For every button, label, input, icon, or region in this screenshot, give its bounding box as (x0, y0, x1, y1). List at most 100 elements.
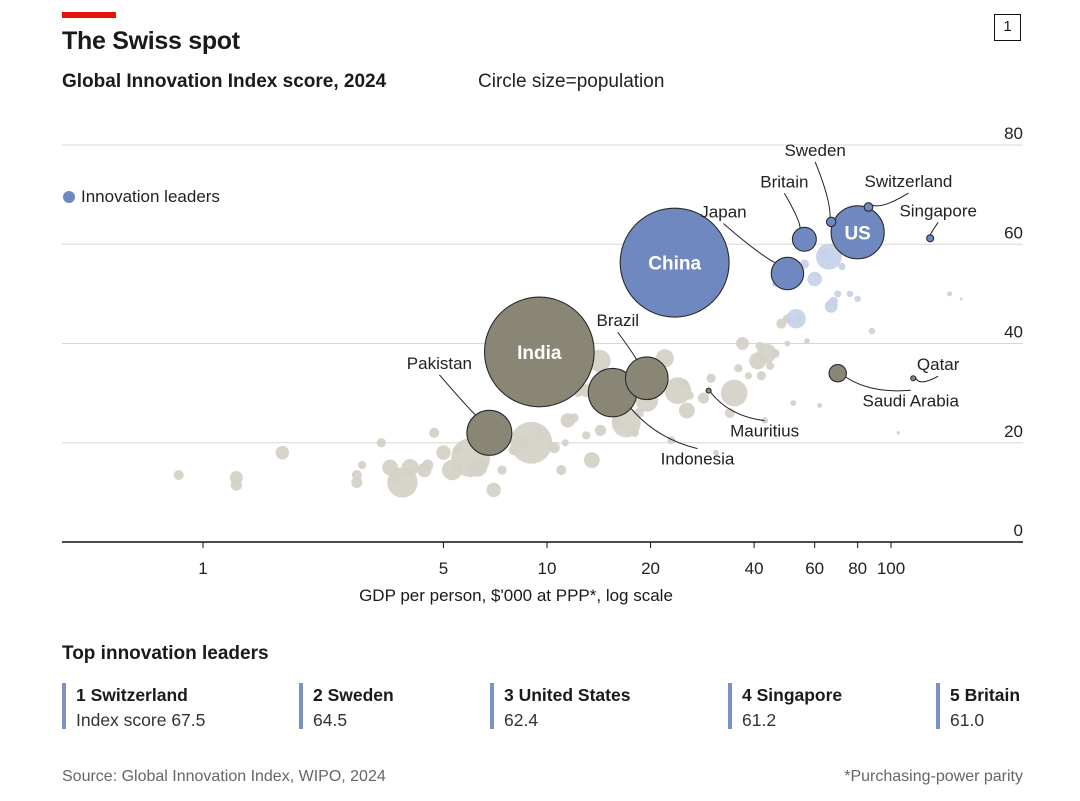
data-point (713, 449, 719, 456)
data-point (706, 373, 716, 383)
data-label: Switzerland (865, 172, 953, 191)
data-point-mauritius (705, 387, 712, 394)
data-point (351, 476, 363, 489)
brand-accent-bar (62, 12, 116, 18)
x-tick-label: 80 (848, 559, 867, 578)
data-point (697, 392, 710, 404)
data-point (854, 295, 861, 303)
data-point (786, 308, 806, 329)
x-tick-label: 10 (538, 559, 557, 578)
top-leaders-title: Top innovation leaders (62, 643, 269, 664)
leader-line (439, 374, 476, 416)
x-tick-label: 100 (877, 559, 905, 578)
data-point (784, 340, 791, 347)
leader-line (929, 222, 939, 237)
data-point (417, 462, 432, 478)
leader-name: 4 Singapore (742, 685, 843, 705)
data-label: Mauritius (730, 422, 799, 441)
data-label: Qatar (917, 355, 960, 374)
size-note: Circle size=population (478, 71, 665, 92)
legend-label: Innovation leaders (81, 187, 220, 206)
data-label: Britain (760, 172, 808, 191)
data-point (275, 445, 290, 460)
data-point-brazil (624, 356, 669, 401)
chart-subtitle: Global Innovation Index score, 2024 (62, 71, 387, 92)
leader-line (915, 375, 939, 383)
legend-swatch (63, 191, 75, 203)
chart-number-badge: 1 (994, 14, 1021, 41)
leader-item: 3 United States 62.4 (490, 683, 630, 730)
data-point (744, 372, 752, 380)
data-label: India (517, 343, 562, 364)
y-tick-label: 20 (1004, 422, 1023, 441)
leader-name: 2 Sweden (313, 685, 394, 705)
data-point (173, 469, 184, 481)
data-point-china (619, 207, 730, 318)
data-point (468, 458, 488, 477)
data-point-singapore (926, 234, 935, 243)
data-point (679, 379, 688, 388)
y-tick-label: 80 (1004, 124, 1023, 143)
data-label: Brazil (597, 311, 640, 330)
data-label: US (844, 223, 870, 244)
point-labels: India China US Indonesia Pakistan Brazil Japan… (407, 141, 977, 469)
data-point (838, 263, 846, 271)
data-label: Saudi Arabia (863, 391, 960, 410)
data-point (594, 424, 607, 436)
leader-line (814, 161, 831, 218)
leader-item: 2 Sweden 64.5 (299, 683, 394, 730)
data-point (376, 438, 386, 448)
data-point (815, 243, 842, 270)
leader-item: 1 Switzerland Index score 67.5 (62, 683, 205, 730)
chart-title: The Swiss spot (62, 27, 240, 55)
leader-line (630, 407, 698, 450)
y-tick-label: 60 (1004, 223, 1023, 242)
leader-item: 5 Britain 61.0 (936, 683, 1020, 730)
data-point (583, 452, 600, 469)
data-point-switzerland (863, 202, 874, 212)
data-point (230, 479, 243, 491)
legend: Innovation leaders (63, 187, 220, 206)
data-point (846, 290, 854, 298)
x-tick-label: 5 (439, 559, 448, 578)
leader-line (845, 376, 911, 392)
data-point (357, 460, 367, 470)
leader-score: 62.4 (504, 710, 539, 730)
data-point-britain (791, 226, 817, 252)
data-point (351, 469, 362, 481)
data-point (765, 361, 775, 370)
data-point (569, 413, 579, 423)
x-tick-label: 1 (198, 559, 207, 578)
data-point (556, 465, 567, 476)
labeled-points (466, 202, 935, 456)
leader-line (872, 192, 909, 207)
data-point-pakistan (466, 409, 513, 456)
data-point (756, 371, 766, 381)
leader-score: 64.5 (313, 710, 348, 730)
leader-line (617, 331, 637, 360)
leader-line (783, 193, 801, 229)
data-point (761, 417, 769, 424)
data-label: Sweden (784, 141, 845, 160)
leader-line (723, 223, 776, 264)
leader-name: 1 Switzerland (76, 685, 188, 705)
leader-score: 61.0 (950, 710, 985, 730)
data-point-us (830, 205, 885, 260)
x-axis-label: GDP per person, $'000 at PPP*, log scale (359, 586, 673, 605)
data-point (633, 407, 644, 418)
data-point (896, 431, 901, 435)
data-point (947, 291, 953, 297)
data-point-sweden (825, 216, 837, 228)
data-label: Pakistan (407, 354, 472, 373)
leader-lines (439, 161, 939, 450)
data-point (548, 442, 560, 454)
x-tick-label: 40 (745, 559, 764, 578)
data-point (630, 428, 639, 437)
data-point (486, 482, 501, 498)
axes: 0 20 40 60 80 1 5 10 20 40 60 80 100 (62, 124, 1023, 578)
leader-line (710, 391, 765, 422)
data-point (790, 400, 797, 406)
x-tick-label: 60 (805, 559, 824, 578)
data-point-saudi-arabia (828, 364, 847, 383)
data-point (807, 271, 822, 287)
